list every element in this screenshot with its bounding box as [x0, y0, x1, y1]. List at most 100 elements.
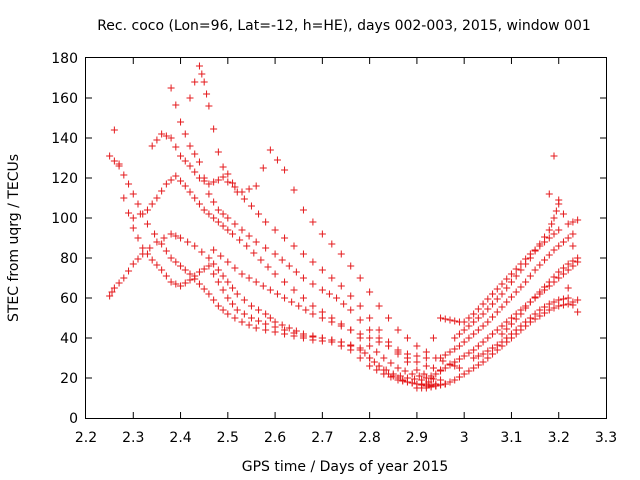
data-point — [328, 274, 336, 282]
data-point — [153, 261, 161, 269]
data-point — [498, 322, 506, 330]
data-point — [271, 250, 279, 258]
data-point — [160, 234, 168, 242]
data-point — [574, 216, 582, 224]
data-point — [550, 273, 558, 281]
data-point — [153, 194, 161, 202]
data-point — [517, 260, 525, 268]
data-point — [299, 332, 307, 340]
data-point — [214, 148, 222, 156]
data-point — [498, 338, 506, 346]
data-points — [106, 62, 582, 392]
data-point — [195, 200, 203, 208]
data-point — [309, 218, 317, 226]
data-point — [110, 284, 118, 292]
data-point — [186, 162, 194, 170]
data-point — [555, 242, 563, 250]
data-point — [191, 150, 199, 158]
data-point — [493, 308, 501, 316]
data-point — [186, 142, 194, 150]
x-axis-label: GPS time / Days of year 2015 — [242, 459, 449, 475]
data-point — [455, 364, 463, 372]
data-point — [460, 318, 468, 326]
data-point — [129, 214, 137, 222]
data-point — [531, 266, 539, 274]
x-tick-label: 2.8 — [359, 430, 381, 446]
data-point — [470, 318, 478, 326]
data-point — [507, 278, 515, 286]
data-point — [441, 380, 449, 388]
data-point — [541, 309, 549, 317]
data-point — [427, 372, 435, 380]
data-point — [531, 246, 539, 254]
data-point — [536, 261, 544, 269]
data-point — [203, 90, 211, 98]
data-point — [238, 188, 246, 196]
data-point — [295, 302, 303, 310]
data-point — [162, 272, 170, 280]
data-point — [366, 342, 374, 350]
data-point — [550, 304, 558, 312]
data-point — [403, 374, 411, 382]
data-point — [559, 270, 567, 278]
data-point — [503, 325, 511, 333]
data-point — [394, 376, 402, 384]
data-point — [484, 347, 492, 355]
data-point — [536, 242, 544, 250]
x-tick-label: 2.2 — [75, 430, 97, 446]
data-point — [200, 285, 208, 293]
data-point — [214, 206, 222, 214]
data-point — [545, 306, 553, 314]
x-tick-label: 2.3 — [122, 430, 144, 446]
data-point — [148, 200, 156, 208]
data-point — [413, 366, 421, 374]
data-point — [302, 306, 310, 314]
data-point — [191, 272, 199, 280]
data-point — [479, 300, 487, 308]
data-point — [569, 230, 577, 238]
data-point — [134, 234, 142, 242]
data-point — [299, 206, 307, 214]
data-point — [451, 334, 459, 342]
data-point — [325, 290, 333, 298]
data-point — [366, 334, 374, 342]
data-point — [541, 256, 549, 264]
data-point — [309, 333, 317, 341]
data-point — [162, 132, 170, 140]
data-point — [337, 250, 345, 258]
data-point — [536, 288, 544, 296]
data-point — [195, 62, 203, 70]
data-point — [441, 315, 449, 323]
data-point — [370, 358, 378, 366]
data-point — [474, 352, 482, 360]
data-point — [356, 274, 364, 282]
data-point — [356, 316, 364, 324]
data-point — [356, 330, 364, 338]
x-axis: 2.2 2.3 2.4 2.5 2.6 2.7 2.8 2.9 3 3.1 3.2 3.3 — [75, 58, 617, 446]
data-point — [231, 183, 239, 191]
data-point — [574, 308, 582, 316]
data-point — [266, 286, 274, 294]
data-point — [191, 242, 199, 250]
data-point — [470, 330, 478, 338]
data-point — [375, 338, 383, 346]
data-point — [195, 268, 203, 276]
y-tick-label: 120 — [51, 171, 78, 187]
data-point — [507, 293, 515, 301]
data-point — [210, 178, 218, 186]
data-point — [262, 326, 270, 334]
data-point — [512, 272, 520, 280]
data-point — [151, 230, 159, 238]
data-point — [498, 303, 506, 311]
data-point — [545, 190, 553, 198]
data-point — [271, 226, 279, 234]
data-point — [541, 238, 549, 246]
data-point — [526, 314, 534, 322]
data-point — [285, 262, 293, 270]
data-point — [262, 320, 270, 328]
data-point — [552, 207, 560, 215]
data-point — [564, 260, 572, 268]
data-point — [347, 292, 355, 300]
data-point — [205, 210, 213, 218]
data-point — [555, 268, 563, 276]
